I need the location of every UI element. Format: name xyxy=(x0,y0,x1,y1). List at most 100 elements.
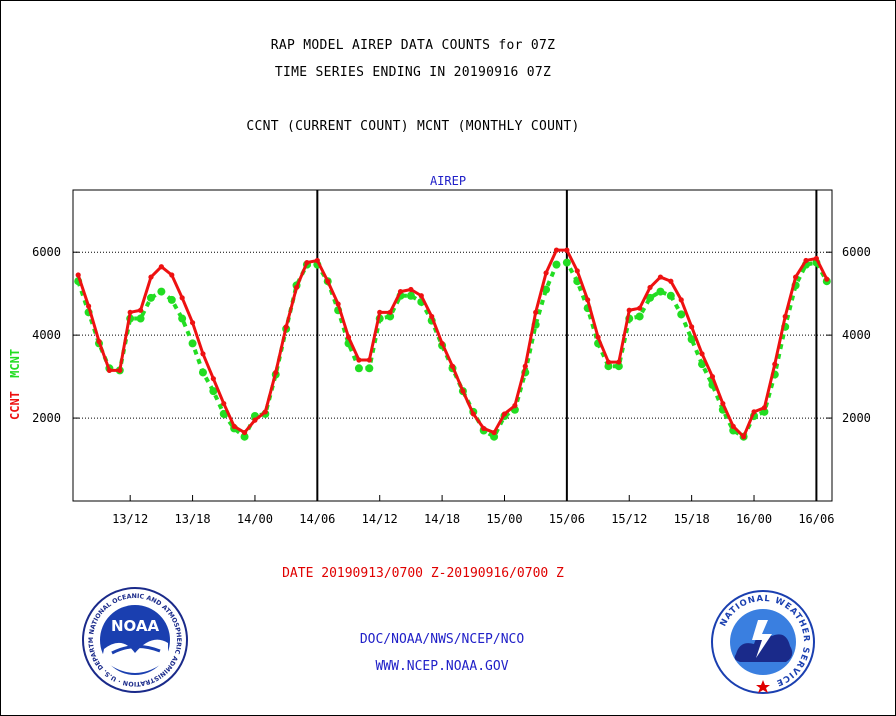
y-ticks-left: 2000 4000 6000 xyxy=(32,245,79,425)
x-tick-label: 15/18 xyxy=(674,512,710,526)
data-point-ccnt xyxy=(585,297,591,303)
data-point-ccnt xyxy=(96,338,102,344)
data-point-ccnt xyxy=(408,286,414,293)
y-tick-label: 4000 xyxy=(32,328,61,342)
data-point-ccnt xyxy=(127,309,133,315)
data-point-ccnt xyxy=(574,268,580,274)
data-point-ccnt xyxy=(85,303,92,309)
header-line-3: CCNT (CURRENT COUNT) MCNT (MONTHLY COUNT… xyxy=(246,119,580,134)
data-point-ccnt xyxy=(387,309,393,315)
data-point-mcnt xyxy=(542,285,551,294)
data-point-ccnt xyxy=(75,272,81,278)
data-point-mcnt xyxy=(178,314,187,323)
data-point-ccnt xyxy=(522,363,528,369)
data-point-ccnt xyxy=(720,400,726,407)
data-point-ccnt xyxy=(273,369,279,376)
y-tick-label: 6000 xyxy=(32,245,61,259)
x-tick-label: 13/18 xyxy=(175,512,211,526)
data-point-ccnt xyxy=(772,361,778,367)
data-point-mcnt xyxy=(490,432,499,441)
x-tick-label: 15/06 xyxy=(549,512,585,526)
noaa-logo-text: NOAA xyxy=(111,617,160,635)
data-point-ccnt xyxy=(314,257,320,264)
data-point-ccnt xyxy=(793,274,799,280)
data-point-ccnt xyxy=(325,278,331,284)
x-tick-label: 14/00 xyxy=(237,512,273,526)
data-point-mcnt xyxy=(677,310,686,319)
data-point-ccnt xyxy=(605,359,612,365)
data-point-ccnt xyxy=(616,359,622,365)
data-point-ccnt xyxy=(761,405,768,411)
data-point-ccnt xyxy=(553,247,560,253)
data-point-mcnt xyxy=(666,291,675,300)
data-point-mcnt xyxy=(198,368,207,377)
x-tick-label: 14/12 xyxy=(362,512,398,526)
data-point-mcnt xyxy=(386,312,395,321)
data-point-mcnt xyxy=(136,314,145,323)
data-point-ccnt xyxy=(470,411,476,417)
data-point-ccnt xyxy=(366,357,372,363)
plot-frame xyxy=(72,189,833,502)
y-axis-label: CCNT MCNT xyxy=(8,349,22,420)
data-point-ccnt xyxy=(335,301,341,307)
data-point-ccnt xyxy=(637,305,643,311)
data-point-mcnt xyxy=(562,258,571,267)
date-range: DATE 20190913/0700 Z-20190916/0700 Z xyxy=(282,566,564,581)
data-point-ccnt xyxy=(169,272,175,278)
grid xyxy=(73,251,832,419)
data-point-ccnt xyxy=(158,264,164,270)
data-point-ccnt xyxy=(418,293,424,299)
x-tick-label: 14/06 xyxy=(299,512,335,526)
data-point-mcnt xyxy=(698,360,707,369)
data-point-ccnt xyxy=(730,423,736,429)
data-point-mcnt xyxy=(354,364,363,373)
data-point-ccnt xyxy=(481,425,487,432)
chart-title: AIREP xyxy=(430,174,466,188)
data-point-ccnt xyxy=(689,324,695,330)
data-point-ccnt xyxy=(595,334,601,340)
website-link[interactable]: WWW.NCEP.NOAA.GOV xyxy=(375,659,509,674)
y-ticks-right: 2000 4000 6000 xyxy=(826,245,871,425)
data-point-ccnt xyxy=(221,400,227,407)
data-point-ccnt xyxy=(304,259,310,266)
data-point-ccnt xyxy=(501,411,508,417)
data-point-mcnt xyxy=(157,287,166,296)
y-axis-label-mcnt: MCNT xyxy=(8,348,22,378)
x-ticks: 13/12 13/18 14/00 14/06 14/12 14/18 15/00 15/06… xyxy=(112,495,834,526)
data-point-ccnt xyxy=(678,297,684,303)
data-point-ccnt xyxy=(106,367,112,373)
data-point-ccnt xyxy=(626,307,632,313)
data-point-ccnt xyxy=(803,257,809,264)
data-point-mcnt xyxy=(365,364,374,373)
data-point-mcnt xyxy=(614,362,623,371)
data-point-ccnt xyxy=(231,423,237,429)
header-line-1: RAP MODEL AIREP DATA COUNTS for 07Z xyxy=(270,38,556,53)
data-point-ccnt xyxy=(741,434,747,440)
x-tick-label: 15/00 xyxy=(486,512,522,526)
nws-logo: NATIONAL WEATHER SERVICE xyxy=(711,590,815,694)
data-point-ccnt xyxy=(782,313,788,320)
data-point-mcnt xyxy=(656,287,665,296)
data-point-mcnt xyxy=(635,312,644,321)
data-point-ccnt xyxy=(262,409,268,415)
data-point-mcnt xyxy=(167,295,176,304)
noaa-logo: NOAA NATIONAL OCEANIC AND ATMOSPHERIC AD… xyxy=(82,587,188,693)
data-point-ccnt xyxy=(137,307,144,313)
data-point-ccnt xyxy=(429,313,435,320)
data-point-ccnt xyxy=(117,367,123,373)
data-point-ccnt xyxy=(449,363,456,369)
y-axis-label-ccnt: CCNT xyxy=(8,391,22,420)
data-point-ccnt xyxy=(189,320,196,326)
data-point-ccnt xyxy=(439,340,445,347)
data-point-ccnt xyxy=(179,295,185,301)
data-point-ccnt xyxy=(564,247,570,253)
agency-path: DOC/NOAA/NWS/NCEP/NCO xyxy=(359,632,525,647)
data-point-ccnt xyxy=(751,409,757,415)
data-point-ccnt xyxy=(200,351,206,357)
data-point-ccnt xyxy=(345,334,352,340)
data-point-ccnt xyxy=(377,309,383,315)
data-point-mcnt xyxy=(209,387,218,396)
data-point-ccnt xyxy=(543,270,549,276)
data-point-ccnt xyxy=(283,324,289,330)
